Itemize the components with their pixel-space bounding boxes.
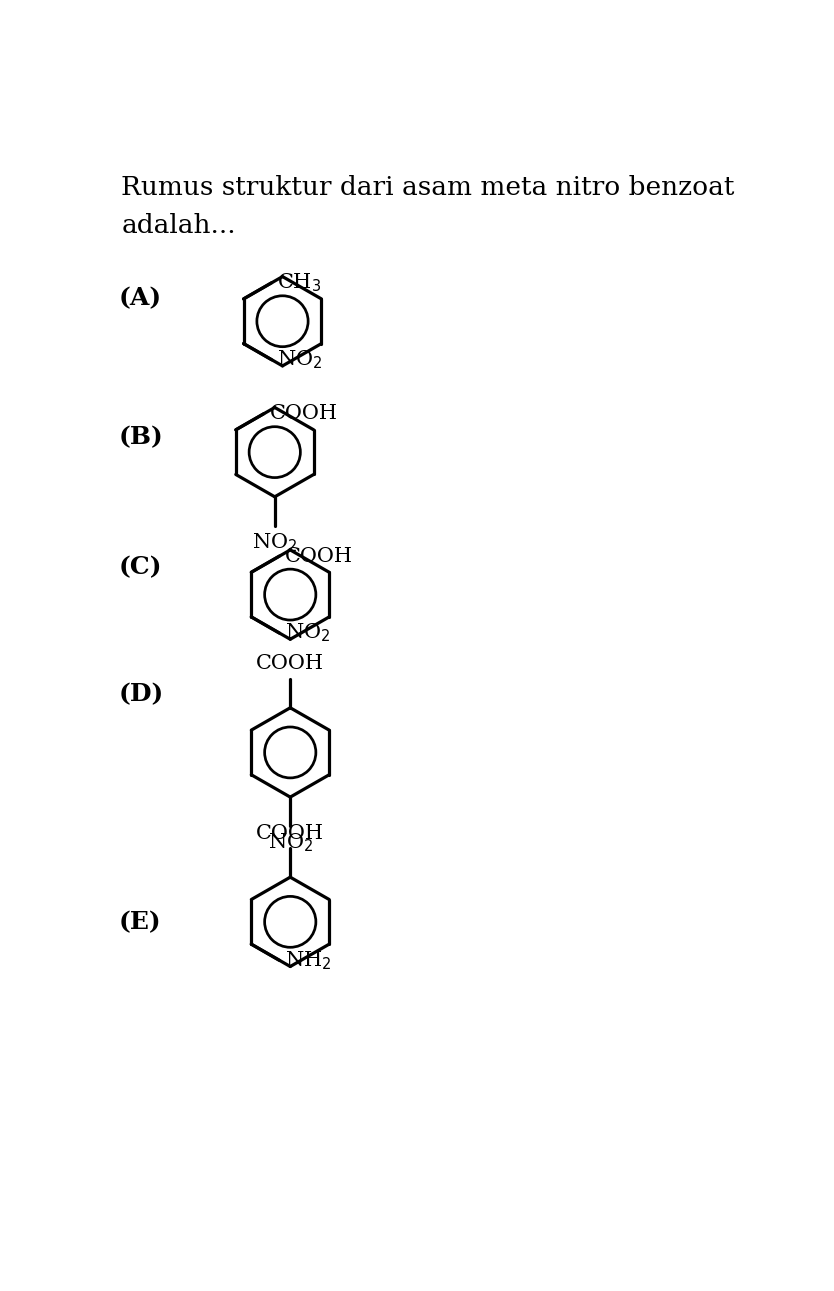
Text: COOH: COOH bbox=[285, 546, 353, 565]
Text: NO$_2$: NO$_2$ bbox=[277, 349, 323, 371]
Text: Rumus struktur dari asam meta nitro benzoat: Rumus struktur dari asam meta nitro benz… bbox=[121, 176, 735, 200]
Text: NO$_2$: NO$_2$ bbox=[252, 532, 298, 554]
Text: adalah...: adalah... bbox=[121, 213, 236, 239]
Text: (E): (E) bbox=[118, 910, 161, 933]
Text: CH$_3$: CH$_3$ bbox=[277, 271, 322, 294]
Text: NH$_2$: NH$_2$ bbox=[285, 949, 331, 972]
Text: (C): (C) bbox=[118, 555, 162, 580]
Text: COOH: COOH bbox=[256, 655, 324, 673]
Text: COOH: COOH bbox=[269, 404, 338, 423]
Text: (D): (D) bbox=[118, 683, 163, 706]
Text: (B): (B) bbox=[118, 425, 163, 449]
Text: NO$_2$: NO$_2$ bbox=[268, 831, 313, 855]
Text: (A): (A) bbox=[118, 287, 161, 310]
Text: NO$_2$: NO$_2$ bbox=[285, 622, 330, 644]
Text: COOH: COOH bbox=[256, 824, 324, 843]
